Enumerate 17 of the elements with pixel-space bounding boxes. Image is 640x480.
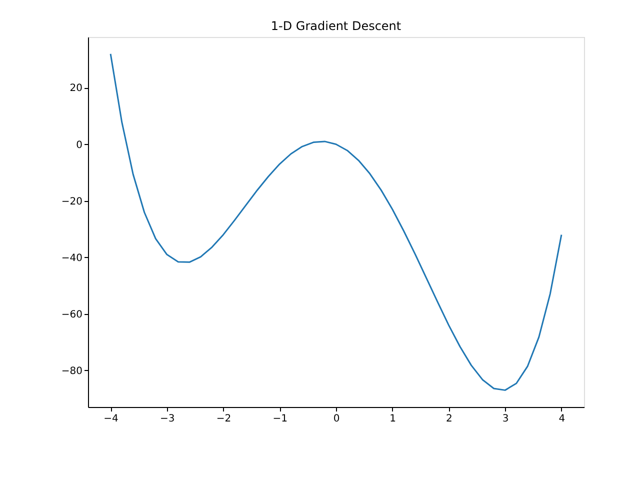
x-tick-label: −3 <box>160 414 175 424</box>
x-tick-label: −2 <box>216 414 232 424</box>
chart-title: 1-D Gradient Descent <box>270 19 402 33</box>
x-tick-label: −1 <box>272 414 288 424</box>
y-tick-label: −40 <box>61 252 82 264</box>
x-tick-label: 3 <box>502 414 509 424</box>
y-tick-label: −20 <box>61 196 82 208</box>
x-tick-label: 1 <box>390 414 396 424</box>
y-tick-label: 20 <box>70 83 82 94</box>
x-tick-label: 0 <box>333 414 340 424</box>
x-tick-label: 2 <box>446 414 452 424</box>
line-series <box>110 53 562 391</box>
y-tick-label: −80 <box>61 366 82 377</box>
y-tick-label: 0 <box>76 140 82 151</box>
y-tick-label: −60 <box>61 309 82 320</box>
x-tick-label: −4 <box>104 414 118 424</box>
x-tick-label: 4 <box>558 414 566 424</box>
